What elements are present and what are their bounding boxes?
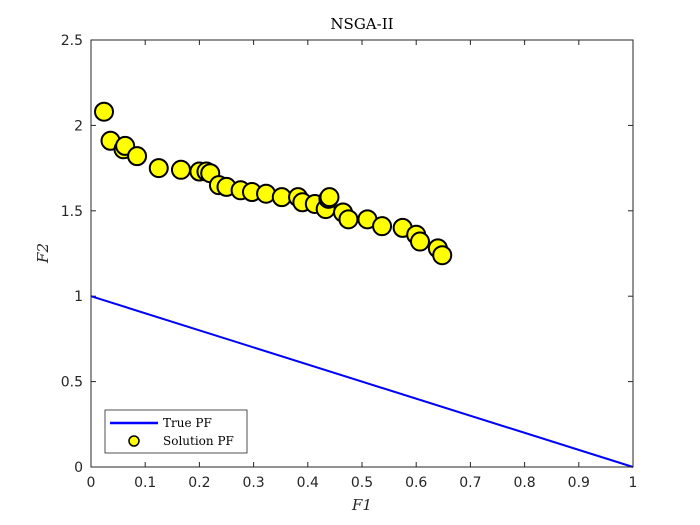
x-tick-label: 0.5 [351,475,373,491]
legend-true-pf-label: True PF [163,416,212,430]
y-tick-label: 1.5 [61,204,83,220]
x-tick-label: 0.4 [297,475,319,491]
x-axis-label: F1 [351,496,372,514]
legend: True PF Solution PF [104,409,248,454]
solution-pf-point [372,216,393,237]
x-tick-label: 0.2 [188,475,210,491]
plot-content [90,101,634,468]
solution-pf-point [127,146,148,167]
x-tick-label: 0.8 [513,475,535,491]
x-tick-label: 0.3 [242,475,264,491]
solution-pf-point [170,159,191,180]
solution-pf-point [319,187,340,208]
legend-box [104,409,248,454]
x-tick-label: 0.9 [568,475,590,491]
solution-pf-point [94,101,115,122]
solution-pf-point [409,231,430,252]
x-tick-label: 0 [87,475,96,491]
y-tick-label: 0 [74,460,83,476]
y-axis-label: F2 [34,243,52,264]
y-tick-label: 2.5 [61,33,83,49]
x-tick-label: 0.6 [405,475,427,491]
x-tick-label: 0.7 [459,475,481,491]
solution-pf-point [338,209,359,230]
y-tick-label: 0.5 [61,375,83,391]
plot-area [91,40,633,467]
x-tick-label: 0.1 [134,475,156,491]
chart-title: NSGA-II [330,15,393,33]
axes-box [90,39,634,468]
y-tick-label: 2 [74,118,83,134]
x-tick-label: 1 [629,475,638,491]
true-pf-line [90,295,634,468]
tick-labels: 0 0.1 0.2 0.3 0.4 0.5 0.6 0.7 0.8 0.9 1 0 0.5 1 1.5 2 2.… [61,33,638,491]
y-tick-label: 1 [74,289,83,305]
solution-pf-point [148,158,169,179]
legend-solution-pf-label: Solution PF [163,434,234,448]
legend-solution-pf-swatch [128,435,140,447]
solution-pf-point [432,245,453,266]
